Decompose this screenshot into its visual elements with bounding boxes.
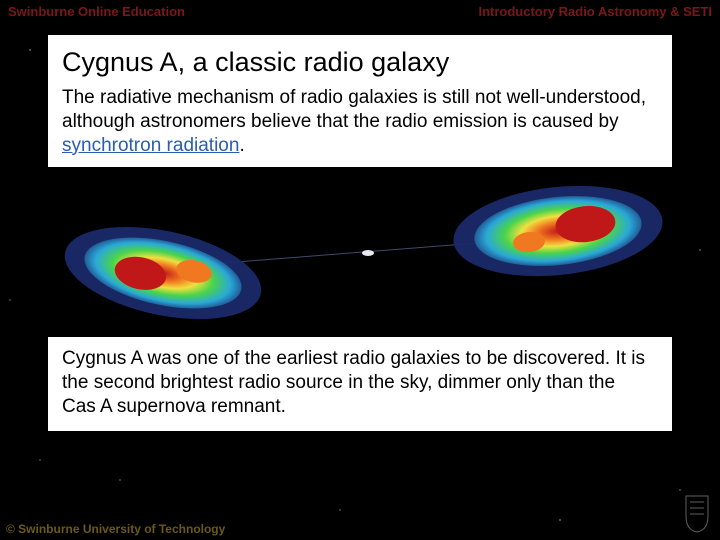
swinburne-crest-icon	[684, 494, 710, 534]
cygnus-a-radio-image	[48, 173, 672, 329]
paragraph-2: Cygnus A was one of the earliest radio g…	[62, 347, 654, 418]
paragraph-1: The radiative mechanism of radio galaxie…	[62, 86, 654, 157]
content-box-upper: Cygnus A, a classic radio galaxy The rad…	[48, 35, 672, 167]
synchrotron-link[interactable]: synchrotron radiation	[62, 135, 239, 156]
para1-text-b: .	[239, 135, 244, 156]
copyright-footer: © Swinburne University of Technology	[6, 522, 225, 536]
content-box-lower: Cygnus A was one of the earliest radio g…	[48, 337, 672, 430]
slide-header: Swinburne Online Education Introductory …	[0, 0, 720, 21]
slide-title: Cygnus A, a classic radio galaxy	[62, 47, 654, 78]
cygnus-a-svg	[48, 173, 672, 329]
header-left: Swinburne Online Education	[8, 4, 185, 19]
para1-text-a: The radiative mechanism of radio galaxie…	[62, 87, 646, 132]
header-right: Introductory Radio Astronomy & SETI	[478, 4, 712, 19]
